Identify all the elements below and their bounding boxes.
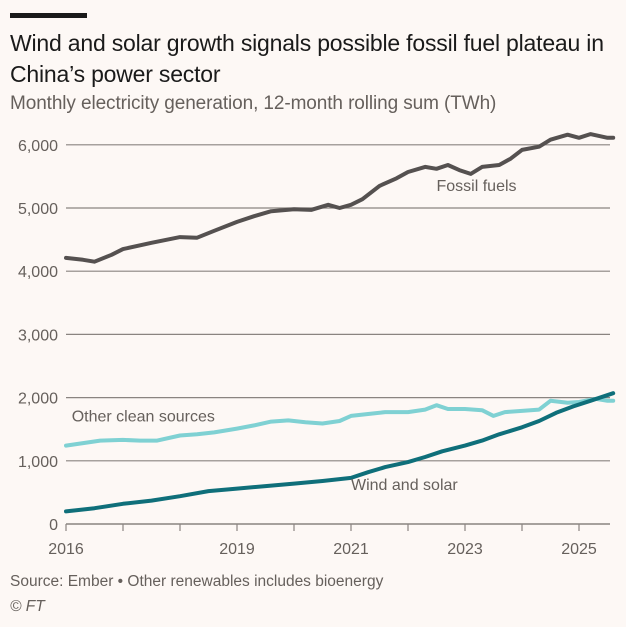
y-axis: 0 1,000 2,000 3,000 4,000 5,000 6,000 — [18, 138, 58, 534]
source-note: Source: Ember • Other renewables include… — [10, 573, 384, 590]
brand-bar — [10, 13, 87, 18]
series-label-wind-and-solar: Wind and solar — [351, 477, 458, 494]
x-tick-label: 2016 — [48, 541, 84, 558]
series-labels: Fossil fuels Other clean sources Wind and … — [72, 178, 517, 494]
series-lines — [64, 132, 616, 514]
y-tick-label: 0 — [49, 517, 58, 534]
y-tick-label: 4,000 — [18, 264, 58, 281]
x-tick-label: 2019 — [219, 541, 255, 558]
series-line-wind-and-solar — [64, 391, 616, 514]
copyright: © FT — [10, 598, 45, 615]
y-tick-label: 5,000 — [18, 201, 58, 218]
x-axis: 2016 2019 2021 2023 2025 — [48, 523, 610, 558]
y-tick-label: 1,000 — [18, 454, 58, 471]
x-tick-label: 2025 — [561, 541, 597, 558]
y-tick-label: 6,000 — [18, 138, 58, 155]
x-tick-label: 2021 — [333, 541, 369, 558]
series-line-fossil-fuels — [64, 132, 616, 264]
x-tick-label: 2023 — [447, 541, 483, 558]
y-tick-label: 2,000 — [18, 391, 58, 408]
chart-subtitle: Monthly electricity generation, 12-month… — [10, 93, 497, 114]
series-label-fossil-fuels: Fossil fuels — [437, 178, 517, 195]
series-line-other-clean-sources — [64, 396, 616, 448]
series-label-other-clean-sources: Other clean sources — [72, 409, 215, 426]
y-tick-label: 3,000 — [18, 327, 58, 344]
chart-title: Wind and solar growth signals possible f… — [10, 30, 604, 87]
